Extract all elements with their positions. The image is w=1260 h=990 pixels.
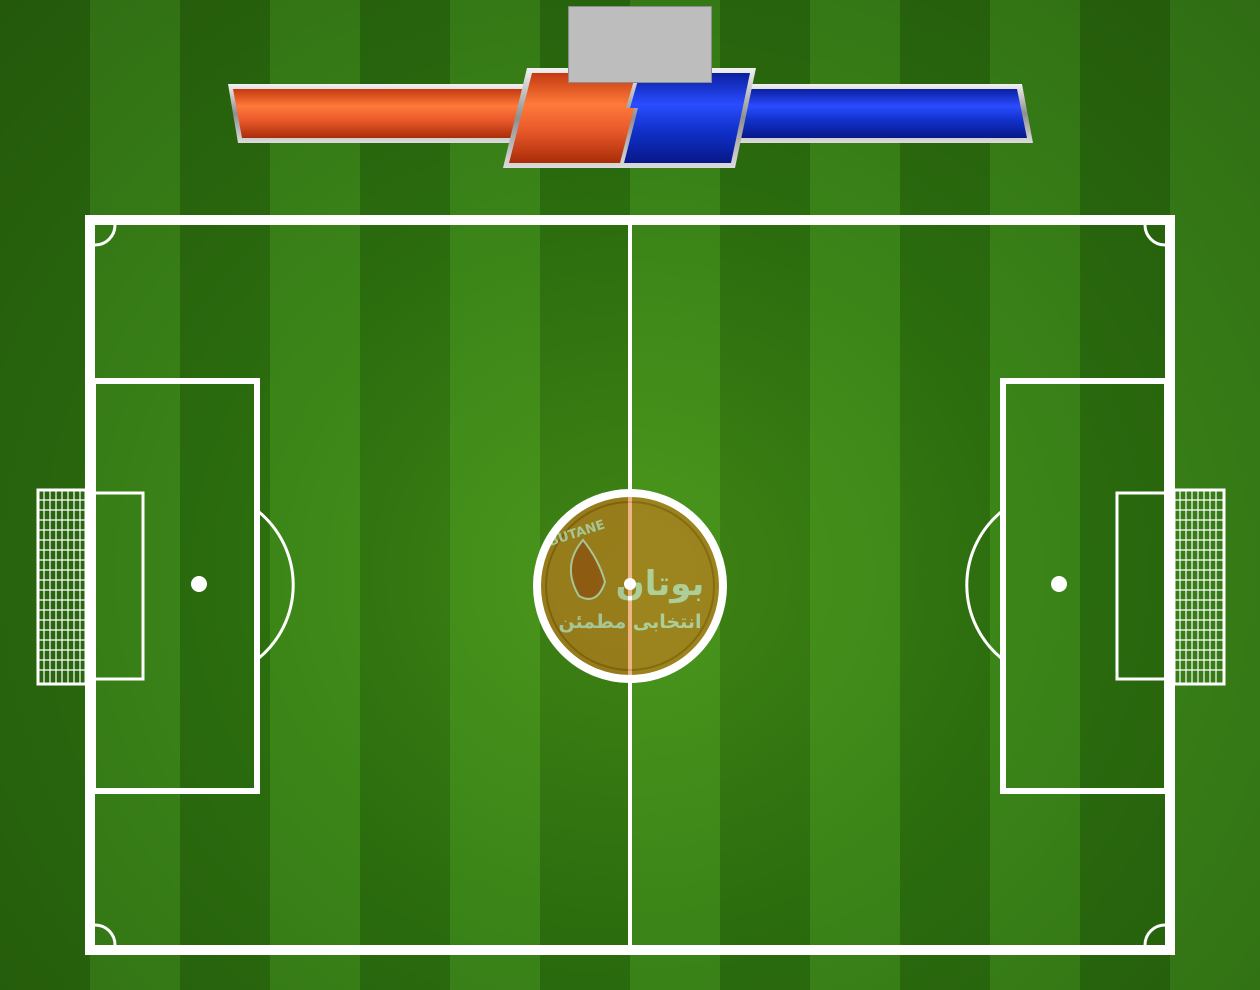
left-penalty-area xyxy=(90,378,260,794)
scoreboard xyxy=(228,68,1033,168)
center-spot xyxy=(624,578,636,590)
right-penalty-area xyxy=(1000,378,1170,794)
right-goal-net xyxy=(1172,488,1226,686)
corner-arc-top-left xyxy=(94,224,117,247)
away-score-panel xyxy=(624,73,750,163)
left-penalty-spot xyxy=(191,576,207,592)
right-goal-area xyxy=(1115,491,1169,681)
left-goal-area xyxy=(91,491,145,681)
corner-arc-bottom-left xyxy=(94,923,117,946)
left-penalty-arc xyxy=(258,510,295,660)
corner-arc-bottom-right xyxy=(1143,923,1166,946)
match-timer xyxy=(568,6,712,83)
left-goal-net xyxy=(36,488,88,686)
logo-slogan-text: انتخابی مطمئن xyxy=(558,611,701,633)
center-circle xyxy=(533,489,727,683)
right-penalty-arc xyxy=(965,510,1002,660)
right-penalty-spot xyxy=(1051,576,1067,592)
corner-arc-top-right xyxy=(1143,224,1166,247)
home-score-panel xyxy=(509,73,636,163)
